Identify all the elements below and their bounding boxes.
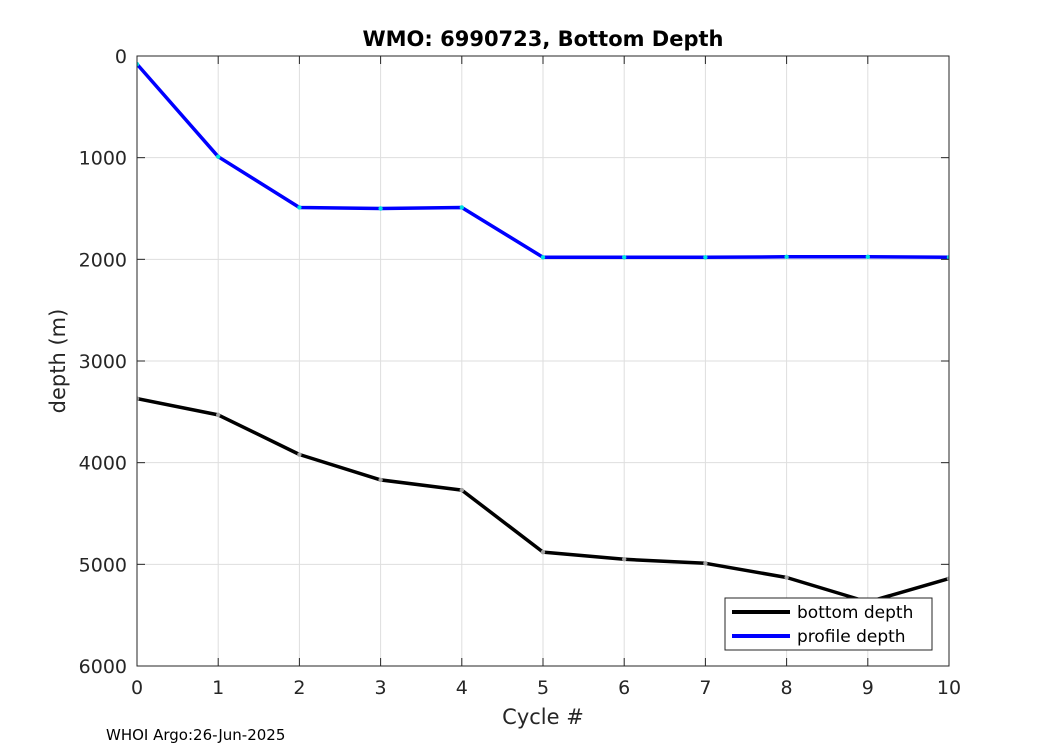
legend: bottom depth profile depth [724, 597, 933, 651]
x-tick-label: 8 [781, 677, 793, 699]
x-tick-label: 7 [699, 677, 711, 699]
y-tick-label: 4000 [79, 453, 127, 475]
y-tick-label: 5000 [79, 554, 127, 576]
y-tick-label: 2000 [79, 249, 127, 271]
data-point-profile-depth [540, 255, 546, 260]
x-tick-label: 0 [131, 677, 143, 699]
chart-title: WMO: 6990723, Bottom Depth [362, 27, 723, 51]
data-point-profile-depth [378, 206, 383, 211]
data-point-profile-depth [137, 61, 140, 67]
data-point-profile-depth [297, 205, 302, 210]
data-point-bottom-depth [378, 477, 383, 483]
data-series [137, 61, 949, 605]
data-point-bottom-depth [784, 575, 789, 580]
data-point-profile-depth [784, 254, 789, 259]
data-point-bottom-depth [137, 396, 140, 401]
y-axis-label: depth (m) [46, 309, 70, 414]
x-tick-label: 5 [537, 677, 549, 699]
data-point-bottom-depth [216, 412, 221, 418]
legend-box [724, 597, 933, 651]
x-tick-label: 2 [293, 677, 305, 699]
y-tick-label: 6000 [79, 656, 127, 678]
data-point-bottom-depth [703, 561, 708, 566]
x-tick-label: 9 [862, 677, 874, 699]
data-point-profile-depth [622, 255, 627, 260]
y-tick-label: 1000 [79, 148, 127, 170]
x-tick-label: 3 [375, 677, 387, 699]
legend-label-bottom-depth: bottom depth [797, 603, 913, 623]
y-tick-label: 3000 [79, 351, 127, 373]
x-tick-label: 10 [937, 677, 961, 699]
x-tick-label: 1 [212, 677, 224, 699]
axis-ticks: 0 1 2 3 4 5 6 7 8 9 10 0 1000 2000 3000 4000 5000 6000 [79, 46, 961, 699]
legend-label-profile-depth: profile depth [797, 627, 906, 647]
x-tick-label: 4 [456, 677, 468, 699]
data-point-bottom-depth [540, 549, 546, 555]
footer-credit: WHOI Argo:26-Jun-2025 [106, 726, 285, 744]
data-point-bottom-depth [946, 576, 949, 581]
data-point-bottom-depth [622, 557, 627, 562]
data-point-profile-depth [946, 255, 949, 260]
data-point-profile-depth [703, 255, 708, 260]
x-axis-label: Cycle # [502, 705, 584, 729]
data-point-bottom-depth [459, 487, 464, 493]
y-tick-label: 0 [115, 46, 127, 68]
data-point-profile-depth [865, 254, 870, 259]
data-point-profile-depth [459, 205, 464, 210]
x-tick-label: 6 [618, 677, 630, 699]
data-point-bottom-depth [297, 452, 302, 457]
data-point-profile-depth [216, 154, 221, 159]
